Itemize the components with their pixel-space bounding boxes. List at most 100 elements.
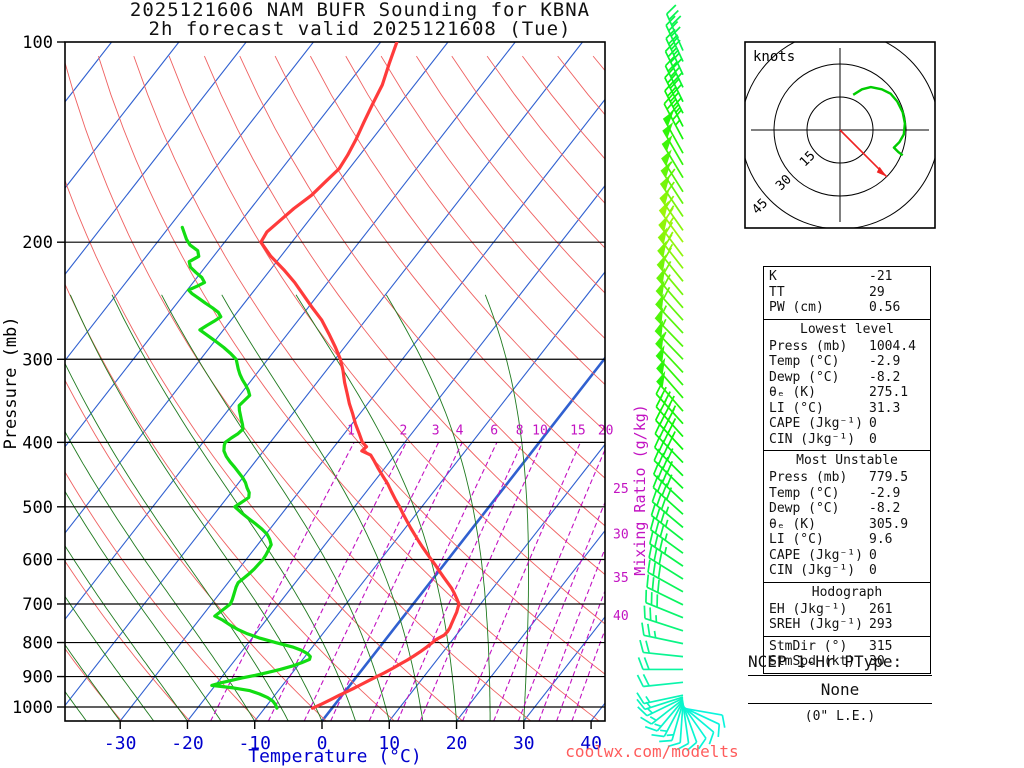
stats-row: TT 29 bbox=[764, 285, 930, 301]
mixing-ratio-label: 6 bbox=[490, 423, 498, 438]
pressure-axis: 100 200 300 400 500 600 700 800 900 1000 bbox=[12, 33, 65, 718]
title-block: 2025121606 NAM BUFR Sounding for KBNA 2h… bbox=[80, 1, 640, 39]
stats-value: -8.2 bbox=[869, 369, 901, 385]
stats-value: 30 bbox=[869, 654, 885, 669]
stats-row: CIN (Jkg⁻¹) 0 bbox=[764, 563, 930, 579]
wind-barb bbox=[664, 51, 684, 88]
wind-barb bbox=[682, 705, 715, 733]
stats-value: 0 bbox=[869, 416, 877, 431]
stats-row: LI (°C) 9.6 bbox=[764, 532, 930, 548]
wind-barb bbox=[656, 699, 684, 732]
mixing-ratio-lines bbox=[210, 442, 605, 721]
temperature-curve bbox=[259, 42, 461, 710]
stats-row: K -21 bbox=[764, 269, 930, 285]
wind-barb bbox=[644, 696, 684, 711]
stats-label: CIN (Jkg⁻¹) bbox=[769, 431, 856, 447]
stats-value: 293 bbox=[869, 617, 893, 632]
stats-value: -2.9 bbox=[869, 354, 901, 369]
storm-motion-arrowhead bbox=[876, 166, 887, 177]
stats-row: StmSpd (kt) 30 bbox=[764, 654, 930, 670]
stats-row: CAPE (Jkg⁻¹) 0 bbox=[764, 548, 930, 564]
temperature-tick-label: 20 bbox=[446, 733, 468, 754]
hodograph-trace bbox=[852, 85, 907, 157]
watermark: coolwx.com/modelts bbox=[565, 742, 738, 761]
mixing-ratio-label: 1 bbox=[347, 423, 355, 438]
wind-barb bbox=[645, 601, 684, 619]
stats-section: K -21 TT 29 PW (cm) 0.56 bbox=[764, 267, 930, 319]
wind-barb bbox=[650, 698, 684, 725]
wind-barb bbox=[658, 223, 684, 257]
pressure-tick-label: 800 bbox=[22, 634, 53, 654]
stats-label: CIN (Jkg⁻¹) bbox=[769, 563, 856, 578]
pressure-tick-label: 900 bbox=[22, 668, 53, 688]
stats-row: CIN (Jkg⁻¹) 0 bbox=[764, 432, 930, 448]
ptype-value: None bbox=[748, 676, 932, 704]
wind-barb bbox=[682, 705, 707, 739]
pressure-tick-label: 700 bbox=[22, 595, 53, 615]
stats-row: CAPE (Jkg⁻¹) 0 bbox=[764, 416, 930, 432]
wind-barb bbox=[664, 65, 684, 103]
wind-barb bbox=[656, 367, 684, 399]
wind-barb bbox=[650, 514, 684, 541]
mixing-ratio-label: 3 bbox=[432, 423, 440, 438]
mixing-ratio-label: 8 bbox=[516, 423, 524, 438]
stats-label: Press (mb) bbox=[769, 470, 848, 485]
temperature-tick-label: 0 bbox=[317, 733, 328, 754]
wind-barb bbox=[646, 586, 684, 606]
stats-value: 29 bbox=[869, 284, 885, 300]
stats-row: Press (mb) 779.5 bbox=[764, 470, 930, 486]
sounding-stats-table: K -21 TT 29 PW (cm) 0.56 Lowest level Press (mb… bbox=[763, 266, 931, 674]
stats-row: PW (cm) 0.56 bbox=[764, 300, 930, 316]
wind-barb bbox=[655, 393, 684, 425]
wind-barb bbox=[661, 157, 684, 193]
wind-barb bbox=[650, 528, 684, 554]
wind-barb bbox=[664, 90, 684, 127]
wind-barb bbox=[656, 277, 684, 309]
mixing-ratio-label: 30 bbox=[613, 527, 629, 542]
pressure-gridlines bbox=[65, 241, 605, 708]
plot-border bbox=[64, 41, 606, 722]
stats-section-header: Hodograph bbox=[811, 584, 883, 600]
stats-value: -8.2 bbox=[869, 501, 901, 516]
stats-value: 275.1 bbox=[869, 385, 909, 400]
stats-label: Dewp (°C) bbox=[769, 501, 840, 516]
mixing-ratio-label: 35 bbox=[613, 571, 629, 586]
pressure-axis-title: Pressure (mb) bbox=[1, 316, 21, 449]
pressure-tick-label: 200 bbox=[22, 233, 53, 253]
wind-barb bbox=[664, 77, 684, 114]
mixing-ratio-axis-title: Mixing Ratio (g/kg) bbox=[631, 404, 649, 576]
stats-label: CAPE (Jkg⁻¹) bbox=[769, 416, 863, 431]
wind-barb bbox=[648, 557, 684, 580]
stats-label: TT bbox=[769, 284, 785, 300]
stats-value: 9.6 bbox=[869, 532, 893, 547]
stats-label: K bbox=[769, 269, 777, 284]
stats-row: Temp (°C) -2.9 bbox=[764, 486, 930, 502]
wind-barb bbox=[665, 13, 684, 51]
hodograph-ring bbox=[773, 63, 907, 197]
wind-barb bbox=[653, 473, 684, 503]
stats-value: 31.3 bbox=[869, 400, 901, 416]
wind-barb bbox=[656, 263, 684, 296]
stats-label: PW (cm) bbox=[769, 300, 824, 315]
stats-row: Press (mb) 1004.4 bbox=[764, 339, 930, 355]
wind-barb bbox=[682, 706, 720, 725]
temperature-tick-label: -20 bbox=[171, 733, 204, 754]
stats-section: Hodograph EH (Jkg⁻¹) 261 SREH (Jkg⁻¹) 293 bbox=[764, 581, 930, 636]
wind-barb bbox=[651, 501, 684, 529]
pressure-tick-label: 500 bbox=[22, 498, 53, 518]
wind-barb bbox=[658, 209, 684, 243]
stats-row: EH (Jkg⁻¹) 261 bbox=[764, 602, 930, 618]
wind-barb bbox=[649, 543, 684, 567]
wind-barb bbox=[671, 701, 684, 741]
stats-value: 779.5 bbox=[869, 470, 909, 485]
wind-barb bbox=[663, 700, 684, 737]
ptype-title: NCEP 1-Hr PType: bbox=[748, 652, 932, 676]
stats-value: -2.9 bbox=[869, 485, 901, 501]
stats-row: LI (°C) 31.3 bbox=[764, 401, 930, 417]
stats-value: 305.9 bbox=[869, 516, 909, 532]
stats-row: SREH (Jkg⁻¹) 293 bbox=[764, 617, 930, 633]
stats-row: Dewp (°C) -8.2 bbox=[764, 501, 930, 517]
stats-label: SREH (Jkg⁻¹) bbox=[769, 617, 863, 632]
